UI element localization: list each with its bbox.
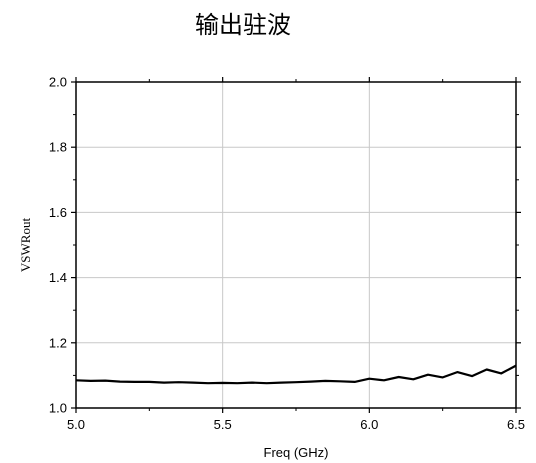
x-axis: 5.0 5.5 6.0 6.5 — [67, 77, 525, 432]
x-tick-label: 6.0 — [360, 417, 378, 432]
y-tick-label: 1.2 — [49, 335, 67, 350]
y-tick-label: 2.0 — [49, 75, 67, 90]
series-line — [75, 364, 517, 385]
y-axis-label: VSWRout — [18, 218, 33, 273]
plot-frame — [75, 81, 517, 409]
x-tick-label: 5.0 — [67, 417, 85, 432]
x-tick-label: 5.5 — [214, 417, 232, 432]
chart-title: 输出驻波 — [195, 11, 291, 39]
y-axis: 1.0 1.2 1.4 1.6 1.8 2.0 — [49, 75, 521, 416]
y-tick-label: 1.6 — [49, 205, 67, 220]
x-tick-label: 6.5 — [507, 417, 525, 432]
y-tick-label: 1.4 — [49, 270, 67, 285]
series-layer — [75, 364, 517, 385]
y-tick-label: 1.8 — [49, 140, 67, 155]
x-axis-label: Freq (GHz) — [264, 445, 329, 460]
grid — [76, 82, 516, 408]
y-tick-label: 1.0 — [49, 401, 67, 416]
